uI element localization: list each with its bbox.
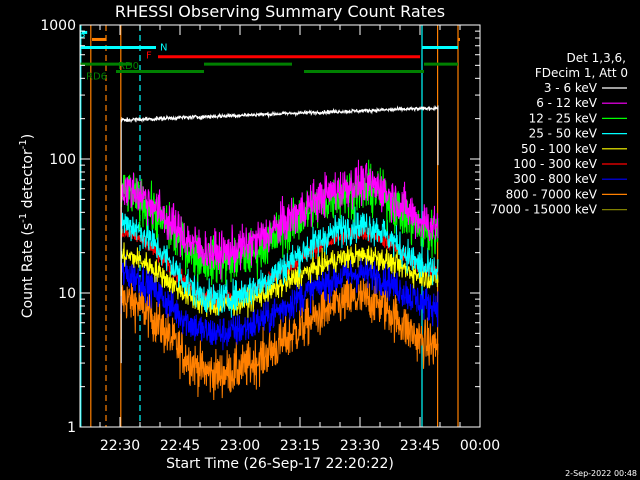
y-axis-label-sup2: -1 bbox=[18, 139, 29, 149]
y-axis-label-end: ) bbox=[20, 134, 36, 139]
legend-label: 3 - 6 keV bbox=[544, 81, 598, 95]
x-tick-label: 23:15 bbox=[280, 438, 320, 454]
x-tick-label: 22:45 bbox=[160, 438, 200, 454]
x-tick-label: 23:00 bbox=[220, 438, 260, 454]
legend-label: 25 - 50 keV bbox=[529, 127, 598, 141]
series-line bbox=[120, 105, 439, 166]
x-axis: 22:30 22:45 23:00 23:15 23:30 23:45 00:00 bbox=[79, 25, 500, 454]
legend-label: 100 - 300 keV bbox=[513, 157, 597, 171]
y-axis-label-mid: detector bbox=[20, 149, 36, 213]
x-tick-label: 23:30 bbox=[340, 438, 380, 454]
timestamp: 2-Sep-2022 00:48 bbox=[565, 469, 637, 478]
legend-label: 50 - 100 keV bbox=[521, 142, 598, 156]
y-tick-label: 1000 bbox=[40, 18, 76, 34]
y-tick-label: 100 bbox=[49, 152, 76, 168]
data-series bbox=[120, 105, 439, 401]
flag-label: N bbox=[160, 42, 167, 53]
y-axis-label: Count Rate (s-1 detector-1) bbox=[18, 134, 36, 318]
legend-label: 6 - 12 keV bbox=[536, 96, 598, 110]
chart-title: RHESSI Observing Summary Count Rates bbox=[115, 2, 445, 21]
legend-label: 300 - 800 keV bbox=[513, 172, 597, 186]
series-line bbox=[120, 206, 439, 318]
flag-label: F bbox=[146, 51, 152, 62]
series-line bbox=[120, 273, 439, 401]
x-tick-label: 00:00 bbox=[460, 438, 500, 454]
y-axis: 1 10 100 1000 bbox=[40, 18, 480, 436]
x-tick-label: 23:45 bbox=[400, 438, 440, 454]
flag-label: S bbox=[79, 29, 85, 40]
series-line bbox=[120, 159, 439, 280]
x-axis-label: Start Time (26-Sep-17 22:20:22) bbox=[166, 456, 394, 472]
flag-label: RD0 bbox=[118, 61, 139, 72]
y-axis-label-sup1: -1 bbox=[18, 213, 29, 223]
legend-label: 12 - 25 keV bbox=[529, 111, 598, 125]
flag-label: RD6 bbox=[86, 71, 107, 82]
legend-header-2: FDecim 1, Att 0 bbox=[535, 66, 628, 80]
legend-label: 7000 - 15000 keV bbox=[490, 203, 597, 217]
legend-label: 800 - 7000 keV bbox=[506, 187, 598, 201]
plot-area: S NF RD0 RD6 bbox=[79, 25, 460, 427]
y-tick-label: 10 bbox=[58, 286, 76, 302]
series-line bbox=[120, 242, 439, 318]
legend-header-1: Det 1,3,6, bbox=[567, 51, 627, 65]
flag-bars: S NF RD0 RD6 bbox=[79, 29, 460, 82]
x-tick-label: 22:30 bbox=[100, 438, 140, 454]
y-tick-label: 1 bbox=[67, 420, 76, 436]
y-axis-label-main: Count Rate (s bbox=[20, 223, 36, 318]
